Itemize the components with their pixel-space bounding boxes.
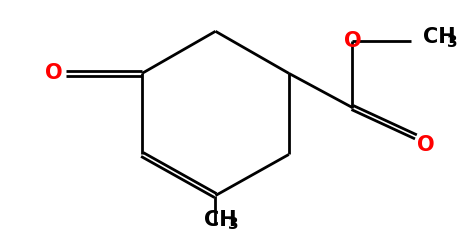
Text: 3: 3 xyxy=(228,217,239,232)
Text: O: O xyxy=(46,63,63,83)
Text: CH: CH xyxy=(423,27,456,47)
Text: CH: CH xyxy=(204,210,237,230)
Text: O: O xyxy=(344,31,361,51)
Text: 3: 3 xyxy=(447,34,458,50)
Text: O: O xyxy=(417,135,435,155)
